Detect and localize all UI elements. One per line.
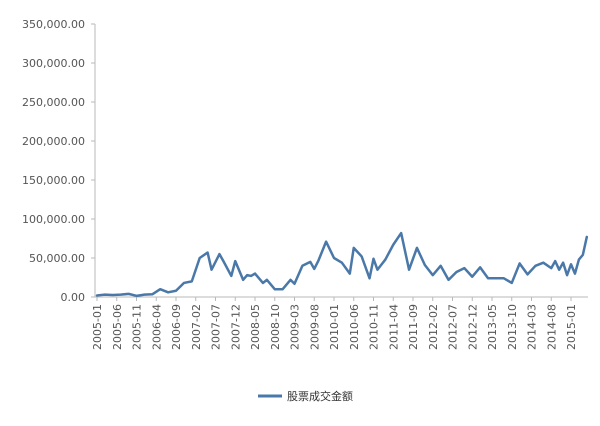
x-tick-label: 2012-07 (447, 304, 460, 350)
series-line (95, 231, 589, 298)
x-tick-label: 2015-01 (565, 304, 578, 350)
x-tick-label: 2012-12 (466, 304, 479, 350)
y-tick-label: 250,000.00 (22, 96, 85, 109)
y-tick-label: 50,000.00 (29, 252, 85, 265)
x-tick-label: 2009-03 (289, 304, 302, 350)
x-tick-label: 2008-10 (269, 304, 282, 350)
x-tick-label: 2010-11 (368, 304, 381, 350)
y-tick-label: 150,000.00 (22, 174, 85, 187)
x-tick-label: 2010-06 (348, 304, 361, 350)
x-tick-label: 2006-04 (150, 304, 163, 350)
series-lines (95, 231, 589, 298)
x-axis: 2005-01 2005-06 2005-11 2006-04 2006-09 2007-… (91, 296, 588, 350)
x-tick-label: 2014-08 (545, 304, 558, 350)
x-tick-label: 2005-06 (111, 304, 124, 350)
y-tick-label: 350,000.00 (22, 18, 85, 31)
y-tick-label: 100,000.00 (22, 213, 85, 226)
x-tick-label: 2005-11 (131, 304, 144, 350)
y-tick-label: 300,000.00 (22, 57, 85, 70)
legend: 股票成交金额 (258, 389, 353, 403)
x-tick-label: 2007-12 (229, 304, 242, 350)
x-tick-label: 2007-02 (190, 304, 203, 350)
x-tick-label: 2014-03 (526, 304, 539, 350)
x-tick-label: 2009-08 (308, 304, 321, 350)
x-tick-label: 2007-07 (210, 304, 223, 350)
x-tick-label: 2013-10 (506, 304, 519, 350)
x-tick-label: 2006-09 (170, 304, 183, 350)
x-tick-label: 2010-01 (328, 304, 341, 350)
x-tick-label: 2011-09 (407, 304, 420, 350)
x-tick-label: 2005-01 (91, 304, 104, 350)
x-tick-label: 2011-04 (387, 304, 400, 350)
legend-label: 股票成交金额 (287, 389, 353, 403)
y-tick-label: 0.00 (61, 291, 86, 304)
y-tick-label: 200,000.00 (22, 135, 85, 148)
x-tick-label: 2008-05 (249, 304, 262, 350)
y-axis: 0.00 50,000.00 100,000.00 150,000.00 200,000… (22, 18, 96, 304)
x-tick-label: 2013-05 (486, 304, 499, 350)
x-tick-label: 2012-02 (427, 304, 440, 350)
